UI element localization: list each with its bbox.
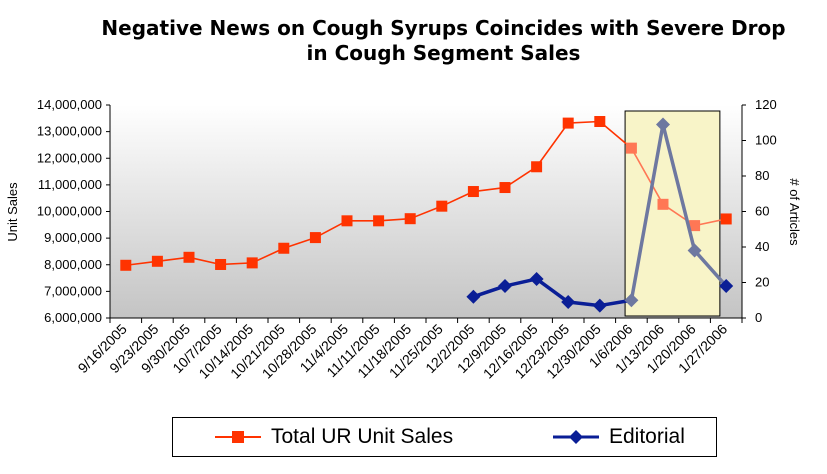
- series-total-ur-unit-sales-segment: [535, 122, 570, 168]
- series-total-ur-unit-sales-point: [562, 117, 574, 129]
- y-left-tick-label: 8,000,000: [44, 257, 102, 272]
- y-right-tick-label: 80: [755, 168, 769, 183]
- series-total-ur-unit-sales-point: [341, 215, 353, 227]
- y-left-tick-label: 10,000,000: [37, 204, 102, 219]
- series-editorial-segment: [534, 277, 570, 304]
- series-editorial-point: [719, 279, 734, 294]
- series-total-ur-unit-sales-point: [404, 213, 416, 225]
- series-total-ur-unit-sales-point: [657, 198, 669, 210]
- series-total-ur-unit-sales-point: [373, 215, 385, 227]
- y-right-tick-label: 40: [755, 239, 769, 254]
- legend-marker-diamond-icon: [553, 430, 599, 444]
- legend-marker-square-icon: [215, 431, 261, 443]
- y-left-axis-label: Unit Sales: [5, 182, 20, 242]
- y-left-tick-label: 11,000,000: [38, 177, 102, 192]
- series-editorial-point: [529, 271, 544, 286]
- series-total-ur-unit-sales-point: [215, 258, 227, 270]
- series-total-ur-unit-sales-point: [151, 255, 163, 267]
- series-editorial-point: [561, 295, 576, 310]
- series-editorial-point: [466, 289, 481, 304]
- series-total-ur-unit-sales-point: [594, 116, 606, 128]
- series-editorial-point: [624, 293, 639, 308]
- highlight-box: [624, 110, 721, 317]
- series-editorial-segment: [692, 248, 728, 288]
- series-editorial-segment: [471, 284, 507, 299]
- y-left-tick-label: 12,000,000: [37, 150, 102, 165]
- chart-title-line-2: in Cough Segment Sales: [306, 41, 581, 65]
- y-right-tick-label: 0: [755, 310, 762, 325]
- series-editorial-point: [687, 243, 702, 258]
- series-total-ur-unit-sales-point: [467, 186, 479, 198]
- y-left-tick-label: 7,000,000: [44, 283, 102, 298]
- series-total-ur-unit-sales-point: [436, 200, 448, 212]
- series-editorial-point: [498, 279, 512, 294]
- series-editorial-point: [656, 117, 670, 132]
- legend-label-total-ur-unit-sales: Total UR Unit Sales: [271, 425, 454, 448]
- series-total-ur-unit-sales-point: [183, 251, 195, 263]
- y-right-axis-label: # of Articles: [787, 178, 802, 246]
- y-left-tick-label: 6,000,000: [44, 310, 102, 325]
- series-total-ur-unit-sales-point: [309, 232, 321, 244]
- series-total-ur-unit-sales-point: [531, 161, 543, 173]
- y-right-tick-label: 120: [755, 97, 777, 112]
- series-total-ur-unit-sales-point: [625, 142, 637, 154]
- y-right-tick-label: 60: [755, 204, 769, 219]
- legend-item-total-ur-unit-sales: Total UR Unit Sales: [213, 418, 453, 456]
- legend: Total UR Unit Sales Editorial: [172, 417, 717, 457]
- series-total-ur-unit-sales-point: [246, 257, 258, 269]
- series-total-ur-unit-sales-segment: [630, 147, 664, 206]
- series-editorial-point: [592, 298, 607, 313]
- y-left-tick-label: 13,000,000: [37, 124, 102, 139]
- chart-title-line-1: Negative News on Cough Syrups Coincides …: [101, 16, 786, 40]
- series-total-ur-unit-sales-point: [499, 182, 511, 194]
- series-total-ur-unit-sales-point: [720, 213, 732, 225]
- series-editorial-segment: [661, 122, 697, 253]
- series-total-ur-unit-sales-point: [689, 220, 701, 232]
- y-left-tick-label: 9,000,000: [44, 230, 102, 245]
- legend-label-editorial: Editorial: [609, 425, 685, 448]
- y-right-tick-label: 20: [755, 275, 769, 290]
- chart-title: Negative News on Cough Syrups Coincides …: [60, 16, 827, 66]
- y-right-tick-label: 100: [755, 133, 777, 148]
- series-editorial-segment: [629, 122, 665, 302]
- series-total-ur-unit-sales-point: [120, 259, 132, 271]
- legend-item-editorial: Editorial: [551, 418, 685, 456]
- series-total-ur-unit-sales-point: [278, 242, 290, 254]
- y-left-tick-label: 14,000,000: [37, 97, 102, 112]
